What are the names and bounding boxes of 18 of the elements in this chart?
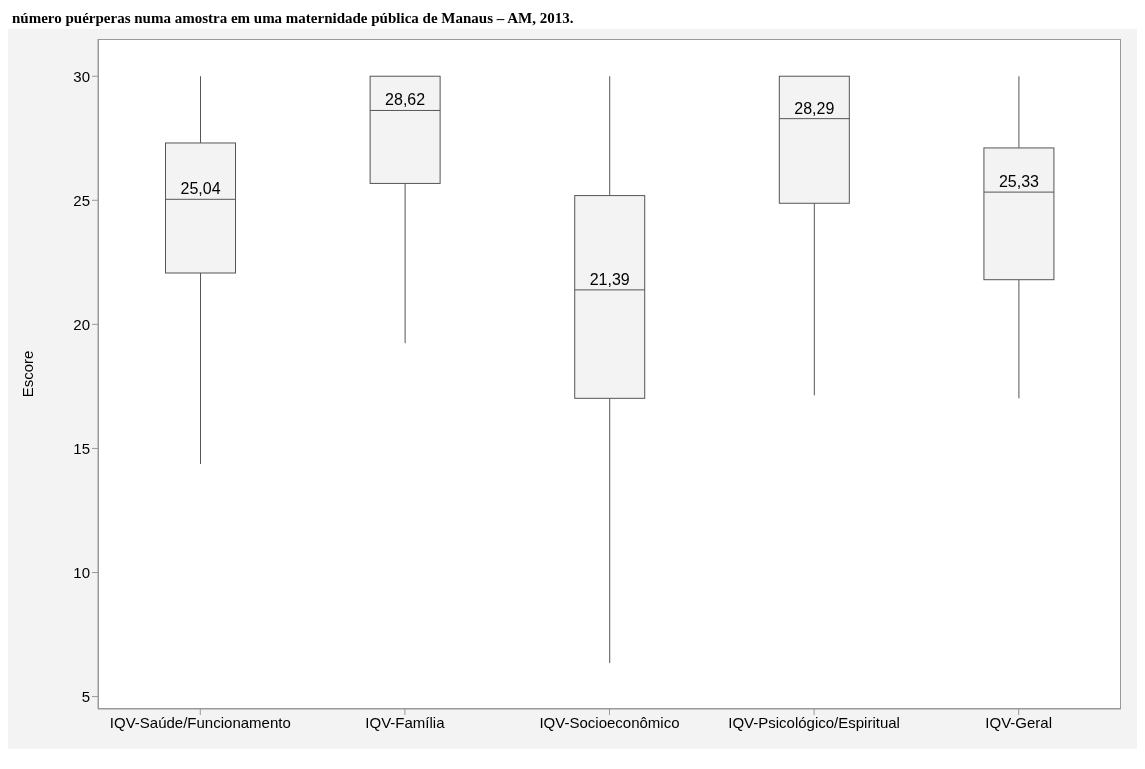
annotation: 28,29 (794, 99, 835, 117)
y-axis-title: Escore (19, 350, 37, 398)
y-tick-label: 30 (73, 67, 90, 85)
x-tick-label: IQV-Psicológico/Espiritual (728, 713, 900, 731)
annotation: 25,33 (998, 173, 1040, 191)
x-tick-label: IQV-Saúde/Funcionamento (109, 713, 291, 731)
y-tick-label: 25 (73, 191, 90, 209)
annotation: 28,62 (385, 91, 426, 109)
y-tick-label: 5 (81, 687, 90, 705)
y-tick-label: 10 (73, 563, 90, 581)
annotation: 21,39 (589, 270, 630, 288)
x-tick-label: IQV-Geral (985, 713, 1053, 731)
x-tick-label: IQV-Família (365, 713, 446, 731)
annotation: 25,04 (180, 180, 221, 198)
x-tick-label: IQV-Socioeconômico (539, 713, 680, 731)
y-tick-label: 15 (73, 439, 90, 457)
chart-title: número puérperas numa amostra em uma maternidade pública de Manaus – AM, 2013. (8, 8, 1137, 29)
y-tick-label: 20 (73, 315, 90, 333)
